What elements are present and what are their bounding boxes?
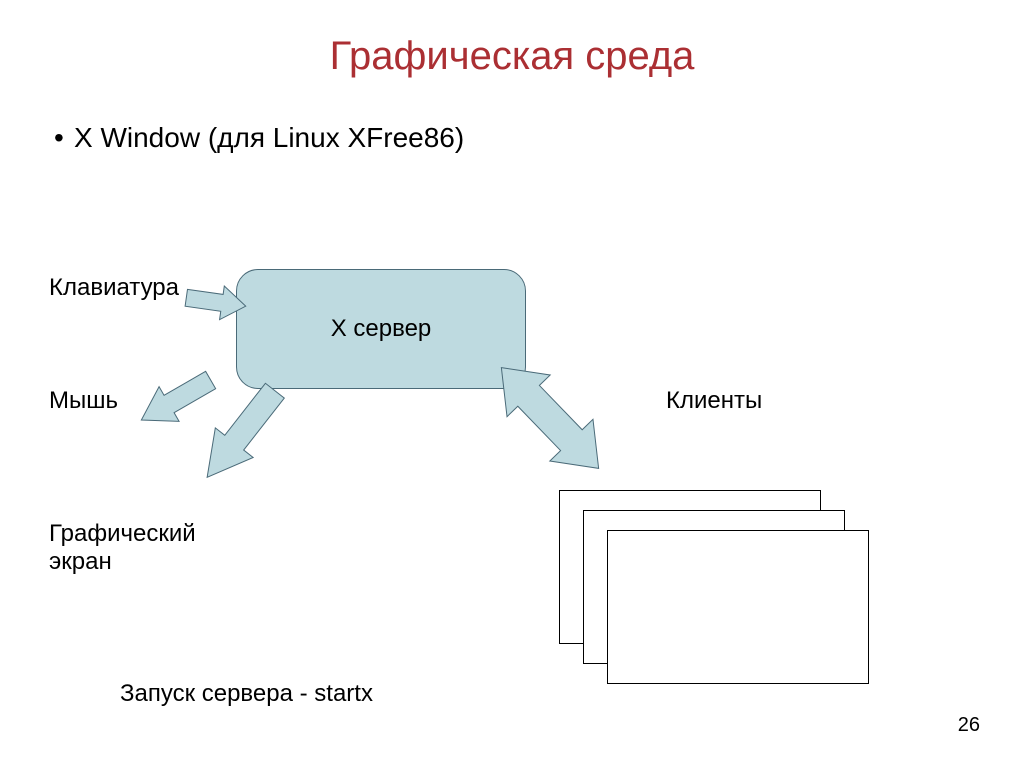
x-server-label: X сервер <box>331 315 432 343</box>
client-window-front <box>607 530 869 684</box>
arrow-server-to-mouse <box>131 363 220 438</box>
label-footer: Запуск сервера - startx <box>120 680 373 708</box>
label-mouse: Мышь <box>49 387 118 415</box>
label-screen-line1: Графический <box>49 520 196 547</box>
label-clients: Клиенты <box>666 387 762 415</box>
slide: Графическая среда X Window (для Linux XF… <box>0 0 1024 767</box>
slide-title: Графическая среда <box>0 34 1024 79</box>
label-keyboard: Клавиатура <box>49 274 179 302</box>
arrow-keyboard-to-server <box>184 281 248 323</box>
bullet-item: X Window (для Linux XFree86) <box>74 122 464 154</box>
label-screen-line2: экран <box>49 548 112 575</box>
arrow-server-clients-bidirectional <box>480 347 620 489</box>
label-screen: Графический экран <box>49 520 196 576</box>
x-server-node: X сервер <box>236 269 526 389</box>
page-number: 26 <box>958 714 980 737</box>
